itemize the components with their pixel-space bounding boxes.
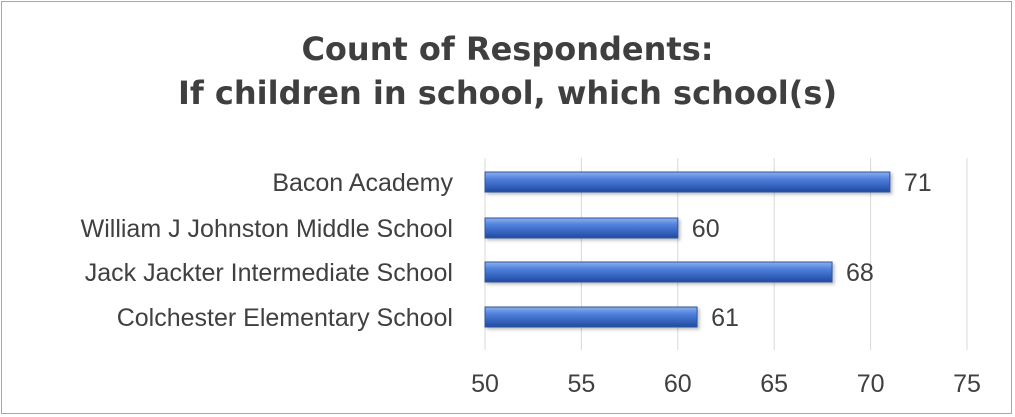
data-label: 61 bbox=[711, 304, 739, 332]
x-tick-label: 65 bbox=[760, 370, 788, 398]
bar bbox=[484, 217, 679, 239]
bar bbox=[484, 261, 833, 283]
bar bbox=[484, 306, 698, 328]
x-tick-label: 55 bbox=[567, 370, 595, 398]
category-label: Bacon Academy bbox=[272, 169, 453, 197]
x-tick-label: 50 bbox=[471, 370, 499, 398]
chart-title-line-1: Count of Respondents: bbox=[301, 30, 714, 68]
x-tick-label: 70 bbox=[857, 370, 885, 398]
data-label: 60 bbox=[692, 215, 720, 243]
category-label: William J Johnston Middle School bbox=[81, 215, 453, 243]
category-label: Colchester Elementary School bbox=[117, 304, 453, 332]
x-tick-label: 75 bbox=[953, 370, 981, 398]
chart-title-line-2: If children in school, which school(s) bbox=[177, 74, 838, 112]
chart-title: Count of Respondents: If children in sch… bbox=[0, 27, 1015, 115]
data-label: 68 bbox=[846, 259, 874, 287]
x-tick-label: 60 bbox=[664, 370, 692, 398]
data-label: 71 bbox=[904, 169, 932, 197]
bar bbox=[484, 171, 891, 193]
category-label: Jack Jackter Intermediate School bbox=[85, 259, 453, 287]
